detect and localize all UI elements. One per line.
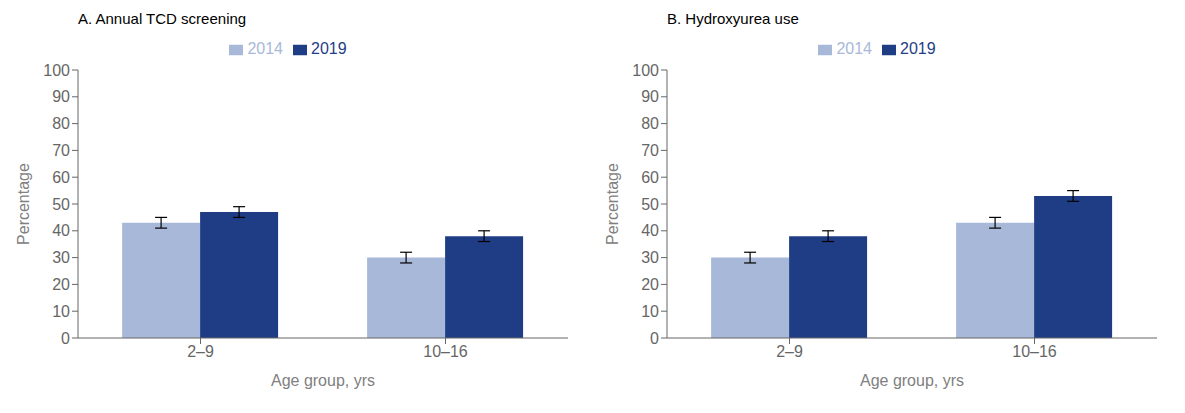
- svg-text:Percentage: Percentage: [604, 163, 621, 245]
- svg-text:90: 90: [52, 88, 70, 105]
- svg-text:50: 50: [52, 196, 70, 213]
- svg-text:2–9: 2–9: [187, 343, 214, 360]
- svg-text:80: 80: [52, 115, 70, 132]
- svg-text:50: 50: [641, 196, 659, 213]
- html-text:2019: 2019: [900, 40, 936, 57]
- svg-text:60: 60: [641, 169, 659, 186]
- svg-text:40: 40: [52, 222, 70, 239]
- svg-text:10: 10: [641, 303, 659, 320]
- svg-text:10–16: 10–16: [1012, 343, 1057, 360]
- svg-text:10: 10: [52, 303, 70, 320]
- svg-text:20: 20: [641, 276, 659, 293]
- svg-text:2–9: 2–9: [776, 343, 803, 360]
- html-text:2014: 2014: [836, 40, 872, 57]
- html-text:2014: 2014: [247, 40, 283, 57]
- html-text:B. Hydroxyurea use: B. Hydroxyurea use: [667, 10, 799, 27]
- svg-text:Age group, yrs: Age group, yrs: [271, 372, 375, 389]
- html-text:2019: 2019: [311, 40, 347, 57]
- svg-text:70: 70: [52, 142, 70, 159]
- svg-text:90: 90: [641, 88, 659, 105]
- svg-text:30: 30: [52, 249, 70, 266]
- html-text:A. Annual TCD screening: A. Annual TCD screening: [78, 10, 247, 27]
- svg-text:10–16: 10–16: [423, 343, 468, 360]
- svg-text:0: 0: [61, 330, 70, 347]
- svg-text:100: 100: [632, 62, 659, 79]
- svg-text:Percentage: Percentage: [15, 163, 32, 245]
- svg-text:70: 70: [641, 142, 659, 159]
- svg-text:Age group, yrs: Age group, yrs: [860, 372, 964, 389]
- svg-text:40: 40: [641, 222, 659, 239]
- svg-text:20: 20: [52, 276, 70, 293]
- svg-text:100: 100: [43, 62, 70, 79]
- svg-text:0: 0: [650, 330, 659, 347]
- svg-text:30: 30: [641, 249, 659, 266]
- svg-text:80: 80: [641, 115, 659, 132]
- svg-text:60: 60: [52, 169, 70, 186]
